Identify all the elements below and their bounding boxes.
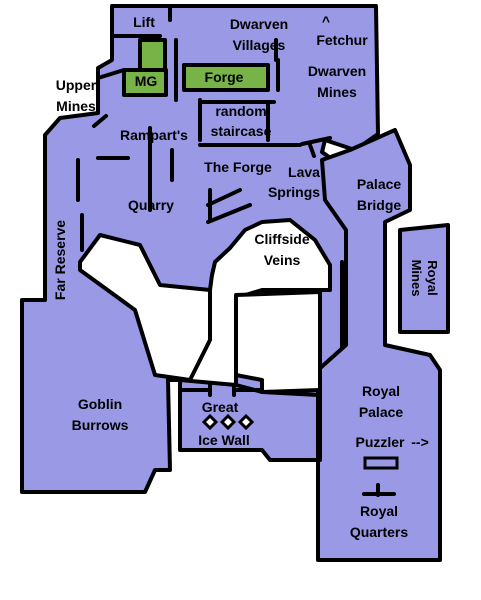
puzzler-box: [363, 456, 399, 470]
mg-area-lower[interactable]: [122, 68, 168, 97]
label-upper-mines-2: Mines: [56, 98, 96, 114]
label-palace-bridge-2: Bridge: [357, 197, 402, 213]
ice-diamond-1: [201, 413, 219, 431]
royal-mines-region: [398, 223, 450, 334]
label-goblin-burrows-1: Goblin: [78, 396, 122, 412]
label-royal-quarters-2: Quarters: [350, 524, 409, 540]
label-palace-bridge-1: Palace: [357, 176, 402, 192]
ice-diamond-2: [219, 413, 237, 431]
label-fetchur[interactable]: Fetchur: [316, 32, 368, 48]
label-cliffside-veins-2: Veins: [264, 252, 301, 268]
label-puzzler[interactable]: Puzzler: [355, 434, 405, 450]
label-upper-mines-1: Upper: [56, 77, 97, 93]
label-royal-mines-1: Royal: [425, 260, 440, 295]
label-lift: Lift: [133, 14, 155, 30]
quarry-hole: [78, 233, 212, 382]
label-dwarven-mines-2: Mines: [317, 84, 357, 100]
label-royal-quarters-1: Royal: [360, 503, 398, 519]
wall-forge-3: [206, 203, 252, 224]
label-great-ice-wall-1: Great: [202, 399, 239, 415]
label-lava-springs-1: Lava: [288, 164, 320, 180]
label-random-staircase-2: staircase: [211, 123, 272, 139]
wall-lava: [300, 136, 332, 146]
wall-upper-mines: [92, 114, 108, 128]
label-far-reserve: Far Reserve: [52, 220, 68, 300]
label-dwarven-villages-1: Dwarven: [230, 16, 288, 32]
label-royal-mines-2: Mines: [409, 260, 424, 297]
wall-upper-mines-2: [96, 68, 126, 80]
ice-diamond-3: [237, 413, 255, 431]
label-the-forge: The Forge: [204, 159, 272, 175]
label-lava-springs-2: Springs: [268, 184, 320, 200]
label-fetchur-arrow: ^: [322, 13, 330, 29]
label-royal-palace-2: Palace: [359, 404, 404, 420]
label-goblin-burrows-2: Burrows: [72, 417, 129, 433]
wall-forge-2: [206, 188, 242, 207]
label-royal-palace-1: Royal: [362, 383, 400, 399]
label-random-staircase-1: random: [215, 103, 266, 119]
label-dwarven-villages-2: Villages: [233, 37, 286, 53]
label-dwarven-mines-1: Dwarven: [308, 63, 366, 79]
label-puzzler-arrow: -->: [411, 434, 429, 450]
wall-lava-2: [308, 143, 316, 158]
central-hole: [234, 290, 322, 394]
label-ramparts: Rampart's: [120, 127, 188, 143]
label-great-ice-wall-2: Ice Wall: [198, 432, 250, 448]
forge-area[interactable]: [182, 63, 270, 92]
label-cliffside-veins-1: Cliffside: [254, 231, 309, 247]
label-mg[interactable]: MG: [135, 73, 158, 89]
label-quarry: Quarry: [128, 197, 174, 213]
label-forge[interactable]: Forge: [205, 69, 244, 85]
palace-bridge-region: [316, 128, 442, 562]
